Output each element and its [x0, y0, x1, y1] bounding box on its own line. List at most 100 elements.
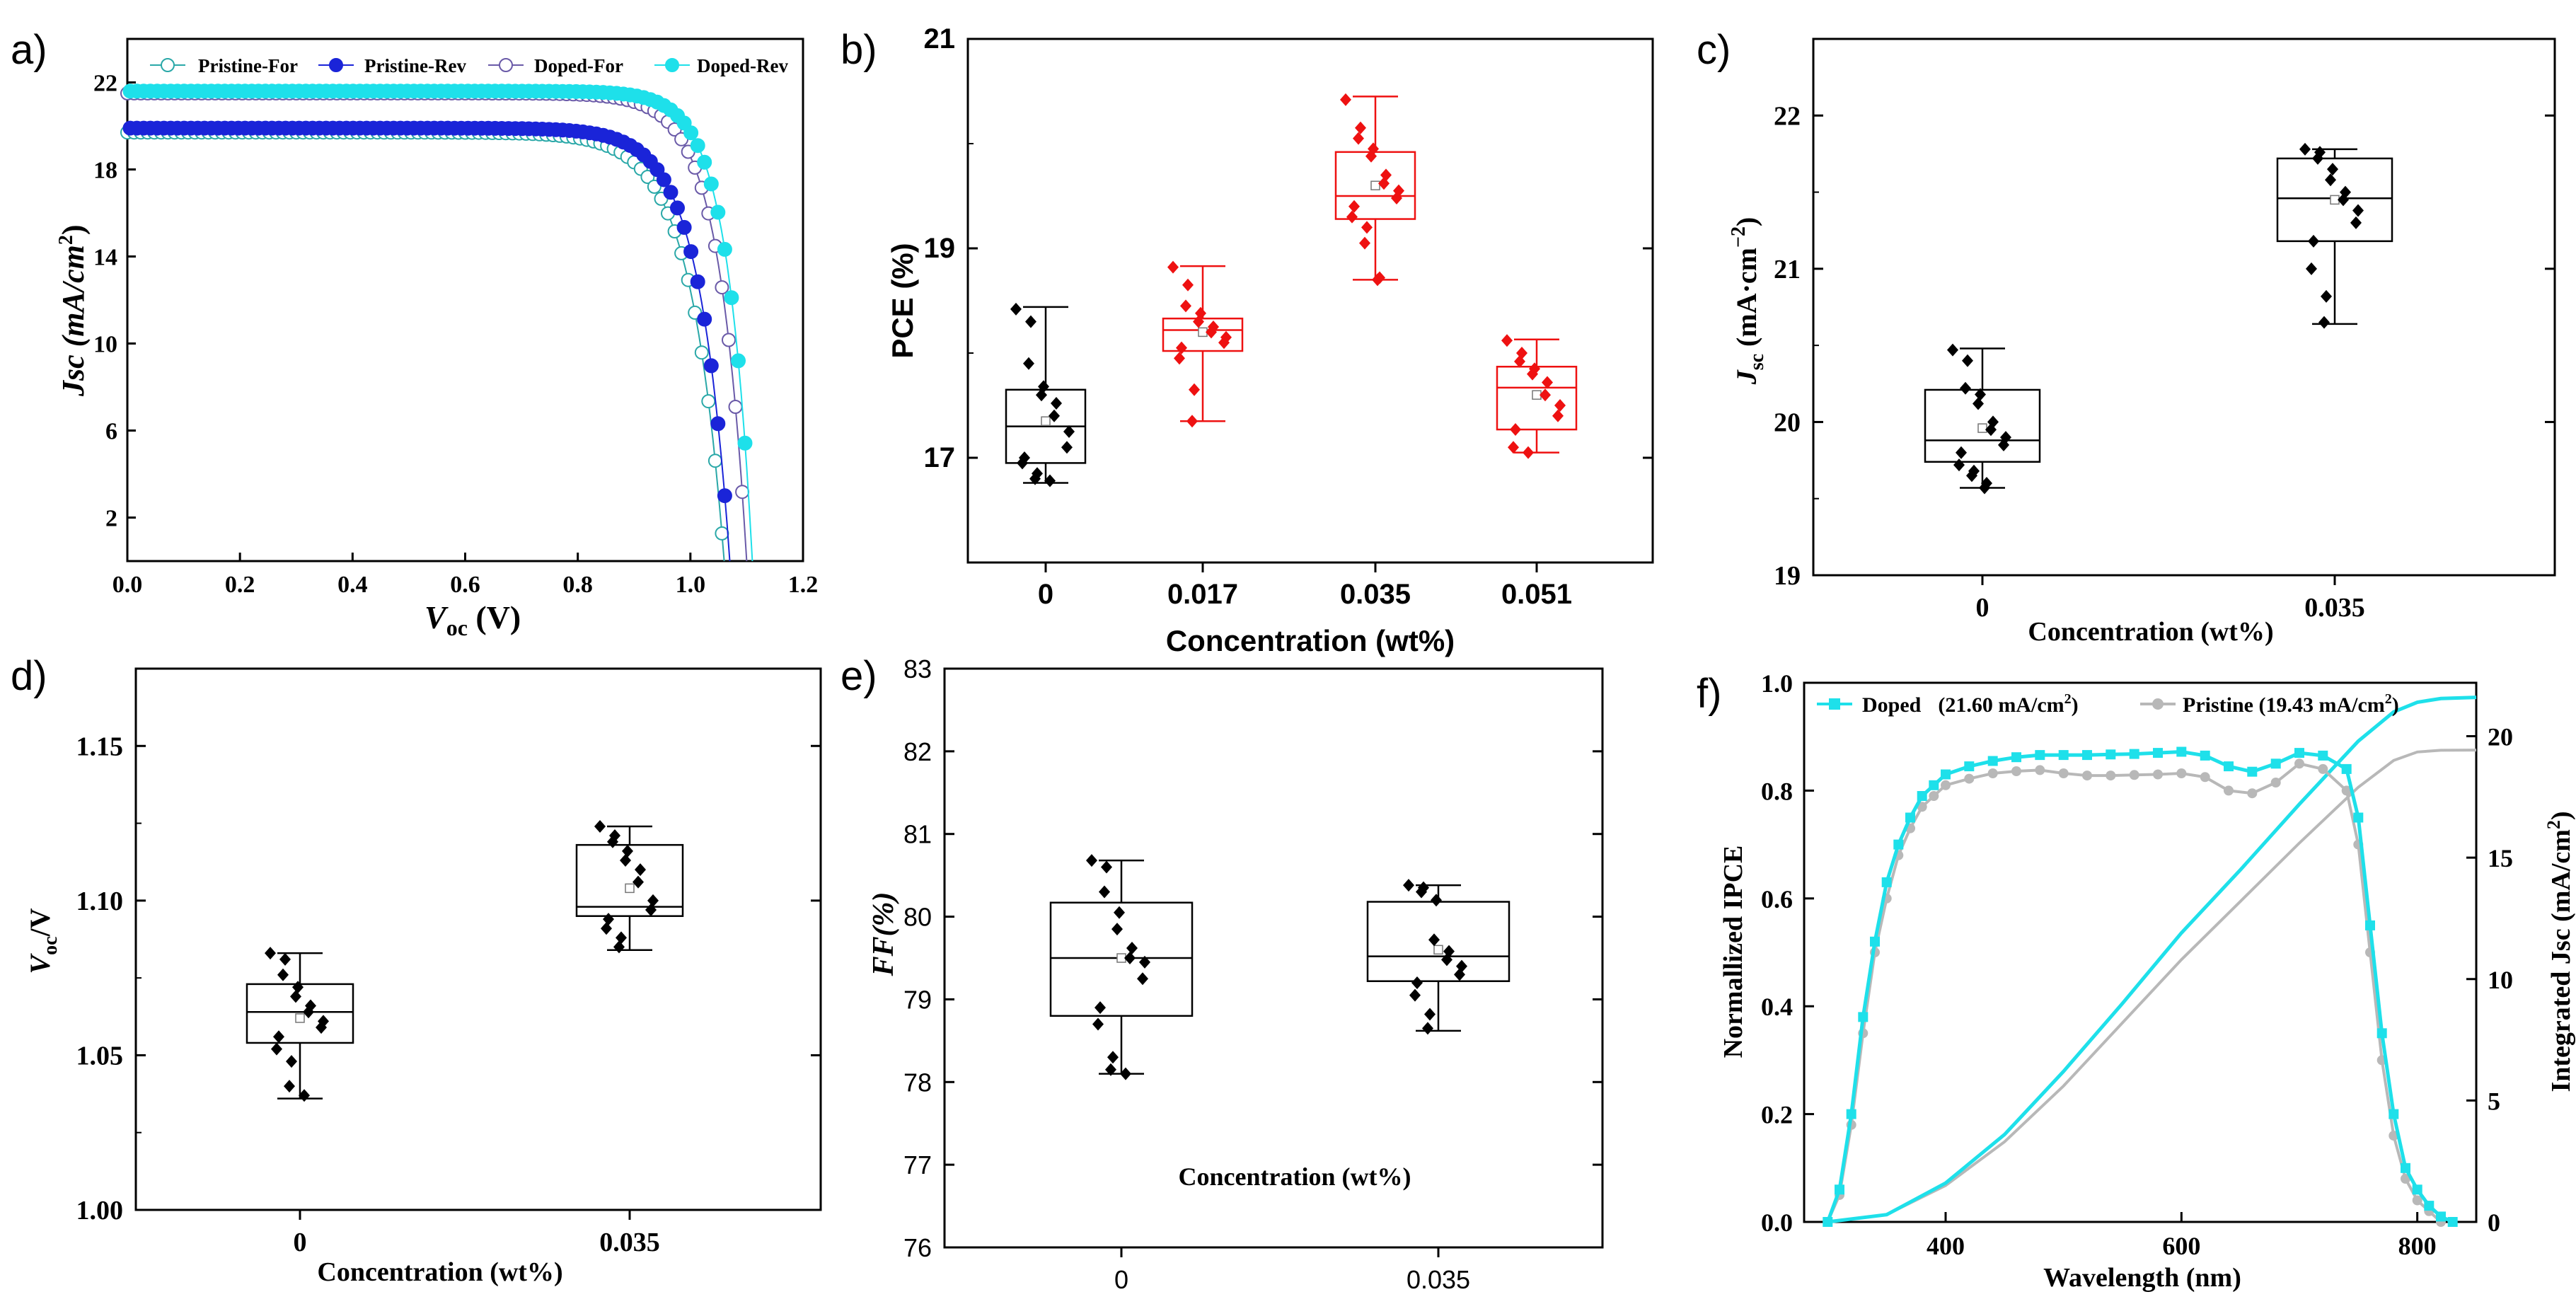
data-point [2129, 770, 2139, 780]
data-point [683, 125, 699, 141]
data-point [1514, 354, 1525, 368]
data-point [1964, 773, 1975, 784]
x-tick-label: 0.0 [112, 572, 143, 598]
panel-f-legend: Doped (21.60 mA/cm2) Pristine (19.43 mA/c… [1817, 691, 2399, 717]
data-point [2035, 750, 2045, 761]
y2-tick-label: 15 [2488, 844, 2513, 872]
data-point [1193, 315, 1204, 328]
series-line [127, 127, 731, 562]
data-point [1941, 769, 1951, 780]
data-point [1554, 399, 1566, 412]
data-point [1206, 325, 1217, 339]
x-tick-label: 0.2 [225, 572, 255, 598]
y-tick-label: 76 [903, 1233, 932, 1262]
box-iqr [1162, 317, 1244, 352]
panel-a-label: a) [11, 27, 47, 73]
x-tick-label: 0.035 [1407, 1265, 1470, 1294]
data-point [1107, 1051, 1119, 1064]
data-point [1010, 302, 1022, 316]
data-point [2352, 204, 2364, 217]
data-point [633, 875, 644, 889]
x-tick-label: 0.8 [562, 572, 593, 598]
data-point [1346, 210, 1358, 224]
data-point [1523, 446, 1534, 459]
data-point [1409, 988, 1421, 1002]
data-point [722, 333, 736, 347]
data-point [715, 280, 729, 295]
data-point [1174, 352, 1185, 365]
x-tick-label: 600 [2162, 1232, 2200, 1260]
data-point [2200, 750, 2210, 761]
data-point [620, 854, 631, 867]
x-tick-label: 0.051 [1501, 579, 1572, 610]
data-point [1092, 1017, 1104, 1031]
data-point [316, 1021, 327, 1034]
y-tick-label: 6 [105, 419, 117, 445]
box-iqr [575, 843, 684, 917]
box-iqr [2276, 157, 2393, 243]
y-tick-label: 81 [903, 820, 932, 849]
data-point [1431, 894, 1442, 907]
x-tick-label: 400 [1927, 1232, 1965, 1260]
y-tick-label: 14 [93, 245, 117, 271]
y-tick-label: 0.8 [1761, 777, 1793, 805]
data-point [603, 913, 614, 926]
legend-doped: Doped (21.60 mA/cm2) [1862, 691, 2079, 717]
x-tick-label: 0.4 [337, 572, 368, 598]
data-point [1167, 260, 1179, 274]
data-point [2401, 1174, 2410, 1184]
y-tick-label: 19 [924, 233, 956, 264]
data-point [1086, 854, 1097, 867]
box-0.035 [1366, 879, 1511, 1035]
legend-marker-doped [1829, 698, 1840, 710]
data-point [601, 922, 612, 935]
data-point [1998, 438, 2009, 451]
data-point [1929, 780, 1939, 790]
box-mean [1370, 180, 1380, 190]
panel-c-label: c) [1697, 27, 1731, 73]
data-point [2341, 785, 2352, 796]
y-tick-label: 0.4 [1761, 993, 1793, 1021]
data-point [1870, 936, 1880, 947]
data-point [1454, 968, 1465, 981]
x-tick-label: 0 [1038, 579, 1053, 610]
box-0.035 [1334, 93, 1416, 287]
data-point [1120, 1067, 1131, 1080]
data-point [1218, 336, 1230, 350]
data-point [2011, 752, 2021, 763]
data-point [2447, 1217, 2458, 1227]
data-point [683, 244, 699, 260]
legend-marker-pristine [2152, 698, 2164, 710]
data-point [1947, 343, 1958, 357]
panel-f-x-ticks: 400 600 800 [1927, 1212, 2437, 1260]
box-iqr [1366, 901, 1511, 982]
y-tick-label: 18 [93, 158, 117, 184]
data-point [663, 185, 678, 200]
panel-a-series [120, 83, 753, 562]
data-point [1403, 879, 1414, 892]
data-point [1960, 381, 1971, 395]
data-point [1124, 952, 1136, 964]
data-point [1881, 877, 1892, 887]
panel-b-label: b) [841, 27, 877, 73]
data-point [1987, 768, 1998, 778]
data-point [717, 241, 732, 257]
data-point [1361, 221, 1373, 234]
data-point [277, 968, 289, 981]
series-pristine-for [120, 125, 729, 562]
data-point [2247, 766, 2258, 777]
data-point [2106, 749, 2116, 760]
data-point [1105, 1063, 1116, 1076]
data-point [616, 931, 627, 945]
data-point [2082, 750, 2092, 761]
data-point [635, 863, 646, 877]
data-point [299, 1089, 310, 1102]
data-point [1061, 441, 1073, 454]
y-tick-label: 21 [924, 23, 956, 54]
data-point [1029, 472, 1041, 485]
data-point [656, 172, 671, 187]
data-point [613, 940, 625, 954]
data-point [1099, 885, 1110, 899]
y-tick-label: 80 [903, 903, 932, 932]
